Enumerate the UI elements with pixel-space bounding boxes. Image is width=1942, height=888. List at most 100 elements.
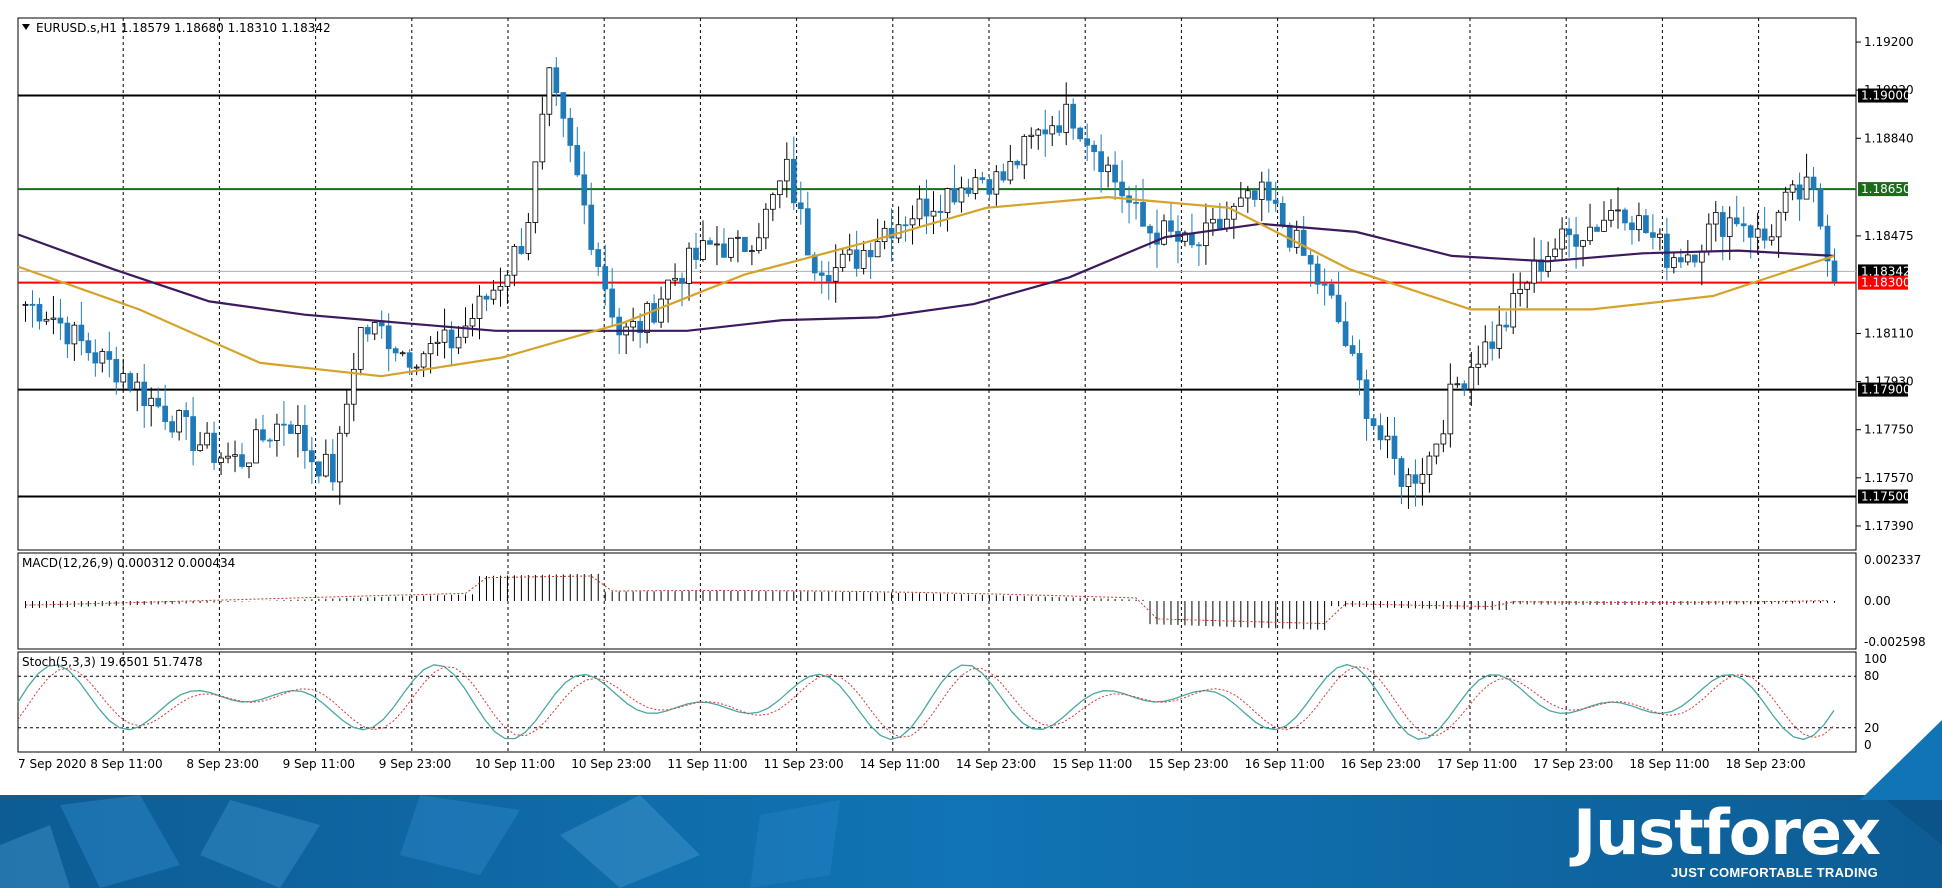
candle-body [1622,209,1628,224]
macd-tick-label: 0.002337 [1864,553,1921,567]
candle-body [1587,226,1593,242]
candle-body [1084,138,1090,146]
price-tick-label: 1.17750 [1864,423,1914,437]
candle-body [322,453,329,477]
candle-body [1643,215,1649,234]
candle-body [120,373,127,383]
candle-body [183,410,189,418]
candle-body [64,322,71,345]
candle-body [350,368,357,405]
candle-body [1496,324,1503,349]
time-tick-label: 16 Sep 11:00 [1245,757,1325,771]
candle-body [343,403,350,434]
candle-body [895,224,902,239]
candle-body [239,454,245,467]
candle-body [1196,244,1202,247]
macd-tick-label: -0.002598 [1864,635,1926,649]
candle-body [232,454,238,457]
candle-body [1524,282,1531,290]
candle-body [434,341,441,344]
candle-body [57,317,64,324]
level-tag [1858,264,1908,279]
candle-body [665,279,671,300]
candle-body [1698,250,1705,263]
candle-body [462,325,469,338]
candle-body [1615,209,1621,212]
level-tag-label: 1.17900 [1861,383,1911,397]
candle-body [770,194,776,210]
candle-body [1650,232,1656,238]
candle-body [742,236,748,252]
candle-body [916,198,923,220]
candle-body [483,295,490,300]
candle-body [1091,144,1097,153]
triangle-down-icon[interactable] [22,24,30,30]
candle-body [567,117,574,146]
price-tick-label: 1.19200 [1864,35,1914,49]
candle-body [1244,190,1251,199]
candle-body [1028,134,1035,137]
candle-body [1412,474,1419,484]
candle-body [1398,458,1405,487]
candle-body [1810,176,1817,190]
candle-body [1733,217,1740,225]
candle-body [127,373,134,390]
candle-body [36,304,43,322]
candle-body [1761,228,1768,241]
candle-body [406,352,413,368]
candle-body [658,298,664,323]
candle-body [539,113,546,163]
candle-body [1468,366,1475,390]
candle-body [804,208,811,256]
candle-body [721,243,727,258]
price-tick-label: 1.18110 [1864,326,1914,340]
level-tag-label: 1.18650 [1861,182,1911,196]
candle-body [1168,220,1174,232]
candle-body [1754,228,1761,238]
candle-body [371,322,378,335]
candle-body [1538,259,1544,272]
candle-body [846,249,853,255]
candle-body [43,318,50,322]
candle-body [1272,199,1279,204]
candle-body [1664,233,1670,268]
time-tick-label: 10 Sep 11:00 [475,757,555,771]
stoch-tick-label: 20 [1864,721,1879,735]
candle-body [909,218,916,226]
time-tick-label: 17 Sep 23:00 [1533,757,1613,771]
candle-body [1370,418,1377,427]
candle-body [797,202,804,210]
candle-body [134,381,141,390]
candle-body [735,236,741,239]
candle-body [1258,181,1265,200]
candle-body [1545,256,1551,272]
candle-body [1831,260,1838,282]
level-tag-label: 1.18342 [1861,264,1911,278]
candle-body [888,227,895,239]
candle-body [1712,212,1719,225]
candle-body [288,424,294,434]
candle-body [50,317,57,320]
candle-body [309,450,315,463]
stoch-tick-label: 0 [1864,738,1872,752]
candle-body [1265,181,1272,201]
candle-body [595,249,602,267]
brand-logo: Justforex JUST COMFORTABLE TRADING [1560,795,1881,888]
candle-body [525,222,532,254]
candle-body [560,92,567,119]
candle-body [1007,160,1014,181]
candle-body [1063,103,1070,133]
candle-body [392,348,399,354]
candle-body [1133,201,1139,204]
candle-body [1391,435,1398,459]
candle-body [1629,222,1635,231]
candle-body [707,240,713,245]
candle-body [92,352,99,364]
level-tag [1858,382,1908,397]
candle-body [1447,383,1454,435]
time-tick-label: 9 Sep 23:00 [379,757,451,771]
candle-body [448,329,455,349]
candle-body [553,67,560,94]
time-tick-label: 8 Sep 11:00 [90,757,162,771]
candle-body [1594,226,1600,232]
